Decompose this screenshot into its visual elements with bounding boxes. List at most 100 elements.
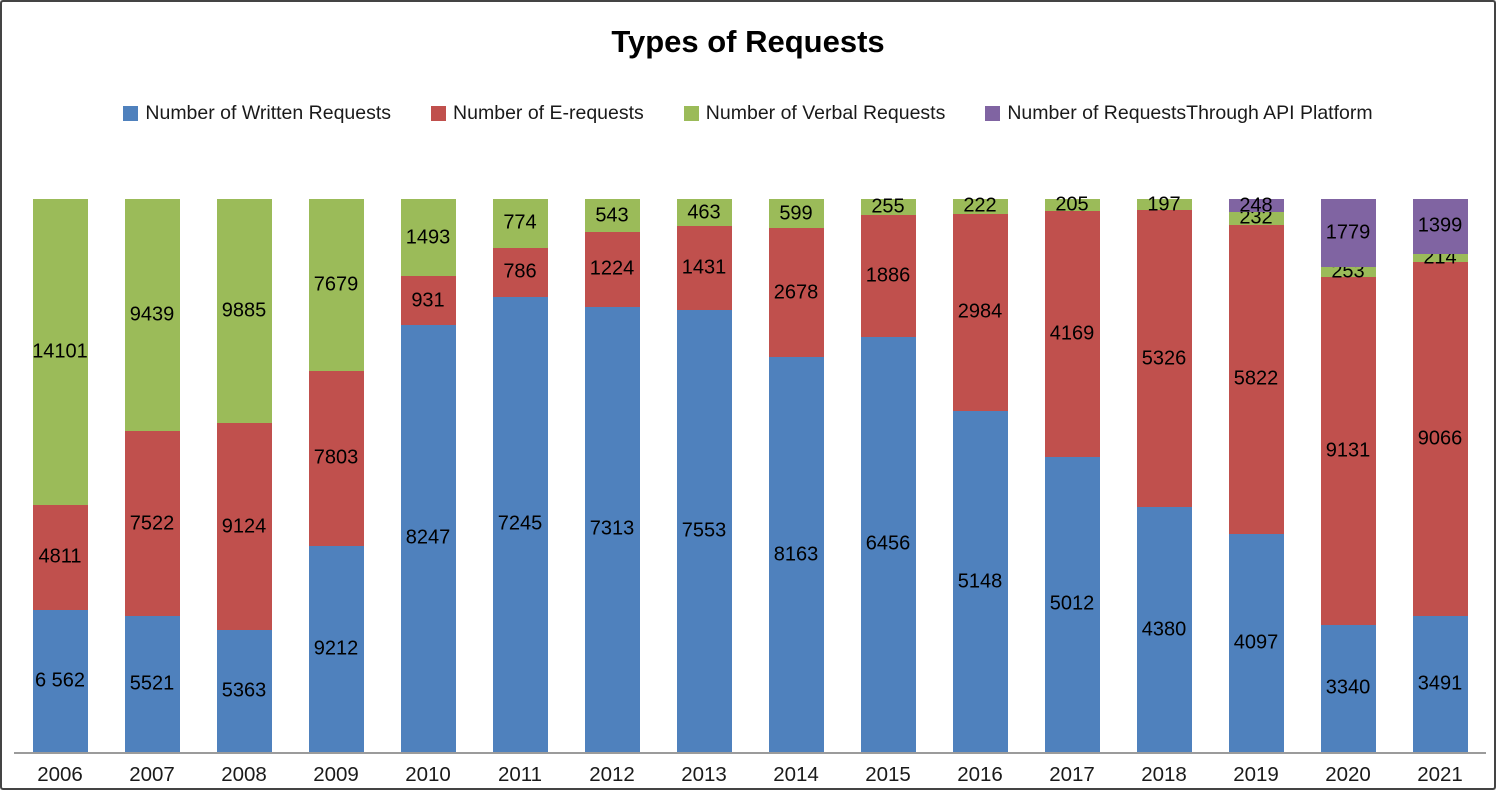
category-label-2012: 2012 — [589, 763, 635, 786]
legend-item-api-platform-requests[interactable]: Number of RequestsThrough API Platform — [985, 102, 1373, 125]
data-label: 1224 — [589, 257, 635, 280]
written-requests-segment[interactable]: 7245 — [492, 296, 548, 752]
verbal-requests-segment[interactable]: 14101 — [32, 199, 88, 506]
e-requests-segment[interactable]: 7803 — [308, 370, 364, 546]
legend-swatch-icon — [985, 106, 1001, 121]
verbal-requests-segment[interactable]: 222 — [952, 195, 1008, 216]
e-requests-segment[interactable]: 1431 — [676, 226, 732, 310]
category-label-2013: 2013 — [681, 763, 727, 786]
written-requests-segment[interactable]: 5363 — [216, 630, 272, 752]
verbal-requests-segment[interactable]: 599 — [768, 199, 824, 228]
verbal-requests-segment[interactable]: 255 — [860, 196, 916, 217]
category-label-2017: 2017 — [1049, 763, 1095, 786]
api-platform-requests-segment[interactable]: 1779 — [1320, 199, 1376, 267]
written-requests-segment[interactable]: 3491 — [1412, 615, 1468, 752]
bar-group-2012: 7313 1224 543 — [566, 199, 658, 752]
stacked-bar-2011[interactable]: 7245 786 774 — [492, 199, 548, 752]
data-label: 774 — [503, 211, 537, 234]
data-label: 4097 — [1233, 631, 1279, 654]
legend-item-verbal-requests[interactable]: Number of Verbal Requests — [683, 102, 945, 125]
stacked-bar-2010[interactable]: 8247 931 1493 — [400, 199, 456, 752]
stacked-bar-2014[interactable]: 8163 2678 599 — [768, 199, 824, 752]
written-requests-segment[interactable]: 5148 — [952, 411, 1008, 752]
data-label: 248 — [1239, 194, 1273, 217]
data-label: 2984 — [957, 300, 1003, 323]
e-requests-segment[interactable]: 5822 — [1228, 224, 1284, 535]
written-requests-segment[interactable]: 6 562 — [32, 609, 88, 752]
bar-group-2014: 8163 2678 599 — [750, 199, 842, 752]
bar-group-2011: 7245 786 774 — [474, 199, 566, 752]
legend: Number of Written Requests Number of E-re… — [2, 102, 1494, 125]
e-requests-segment[interactable]: 9131 — [1320, 276, 1376, 625]
verbal-requests-segment[interactable]: 543 — [584, 199, 640, 233]
stacked-bar-2020[interactable]: 3340 9131 253 1779 — [1320, 199, 1376, 752]
bar-group-2015: 6456 1886 255 — [842, 196, 934, 752]
verbal-requests-segment[interactable]: 232 — [1228, 207, 1284, 228]
stacked-bar-2007[interactable]: 5521 7522 9439 — [124, 199, 180, 752]
written-requests-segment[interactable]: 7553 — [676, 309, 732, 752]
written-requests-segment[interactable]: 4380 — [1136, 507, 1192, 752]
stacked-bar-2012[interactable]: 7313 1224 543 — [584, 199, 640, 752]
verbal-requests-segment[interactable]: 463 — [676, 199, 732, 227]
written-requests-segment[interactable]: 8247 — [400, 324, 456, 752]
stacked-bar-2006[interactable]: 6 562 4811 14101 — [32, 199, 88, 752]
written-requests-segment[interactable]: 4097 — [1228, 534, 1284, 752]
e-requests-segment[interactable]: 9124 — [216, 423, 272, 631]
stacked-bar-2009[interactable]: 9212 7803 7679 — [308, 199, 364, 752]
verbal-requests-segment[interactable]: 253 — [1320, 261, 1376, 282]
data-label: 2678 — [773, 281, 819, 304]
stacked-bar-2013[interactable]: 7553 1431 463 — [676, 199, 732, 752]
written-requests-segment[interactable]: 5521 — [124, 616, 180, 752]
category-label-2021: 2021 — [1417, 763, 1463, 786]
written-requests-segment[interactable]: 5012 — [1044, 456, 1100, 752]
e-requests-segment[interactable]: 4811 — [32, 505, 88, 610]
written-requests-segment[interactable]: 9212 — [308, 545, 364, 752]
verbal-requests-segment[interactable]: 205 — [1044, 194, 1100, 215]
verbal-requests-segment[interactable]: 9885 — [216, 199, 272, 424]
category-label-2009: 2009 — [313, 763, 359, 786]
e-requests-segment[interactable]: 2984 — [952, 213, 1008, 412]
e-requests-segment[interactable]: 9066 — [1412, 261, 1468, 616]
verbal-requests-segment[interactable]: 7679 — [308, 199, 364, 371]
data-label: 4380 — [1141, 618, 1187, 641]
data-label: 7803 — [313, 446, 359, 469]
verbal-requests-segment[interactable]: 9439 — [124, 199, 180, 432]
verbal-requests-segment[interactable]: 1493 — [400, 199, 456, 277]
e-requests-segment[interactable]: 931 — [400, 276, 456, 325]
data-label: 9212 — [313, 637, 359, 660]
stacked-bar-2008[interactable]: 5363 9124 9885 — [216, 199, 272, 752]
e-requests-segment[interactable]: 2678 — [768, 227, 824, 358]
stacked-bar-2018[interactable]: 4380 5326 197 — [1136, 194, 1192, 752]
stacked-bar-2019[interactable]: 4097 5822 232 248 — [1228, 195, 1284, 752]
category-label-2016: 2016 — [957, 763, 1003, 786]
data-label: 1399 — [1417, 214, 1463, 237]
e-requests-segment[interactable]: 4169 — [1044, 211, 1100, 457]
e-requests-segment[interactable]: 5326 — [1136, 210, 1192, 508]
chart-title: Types of Requests — [611, 24, 885, 59]
api-platform-requests-segment[interactable]: 1399 — [1412, 199, 1468, 254]
stacked-bar-2017[interactable]: 5012 4169 205 — [1044, 194, 1100, 752]
e-requests-segment[interactable]: 7522 — [124, 431, 180, 617]
api-platform-requests-segment[interactable]: 248 — [1228, 195, 1284, 216]
stacked-bar-2016[interactable]: 5148 2984 222 — [952, 195, 1008, 752]
e-requests-segment[interactable]: 1886 — [860, 215, 916, 337]
legend-item-written-requests[interactable]: Number of Written Requests — [123, 102, 391, 125]
e-requests-segment[interactable]: 1224 — [584, 232, 640, 307]
written-requests-segment[interactable]: 6456 — [860, 336, 916, 752]
e-requests-segment[interactable]: 786 — [492, 247, 548, 297]
stacked-bar-2021[interactable]: 3491 9066 214 1399 — [1412, 199, 1468, 752]
data-label: 6456 — [865, 532, 911, 555]
data-label: 9885 — [221, 299, 267, 322]
legend-item-e-requests[interactable]: Number of E-requests — [431, 102, 644, 125]
stacked-bar-2015[interactable]: 6456 1886 255 — [860, 196, 916, 752]
verbal-requests-segment[interactable]: 774 — [492, 199, 548, 248]
written-requests-segment[interactable]: 7313 — [584, 306, 640, 752]
verbal-requests-segment[interactable]: 214 — [1412, 247, 1468, 268]
written-requests-segment[interactable]: 8163 — [768, 357, 824, 752]
bar-group-2020: 3340 9131 253 1779 — [1302, 199, 1394, 752]
written-requests-segment[interactable]: 3340 — [1320, 624, 1376, 752]
verbal-requests-segment[interactable]: 197 — [1136, 194, 1192, 215]
data-label: 1886 — [865, 264, 911, 287]
data-label: 232 — [1239, 206, 1273, 229]
